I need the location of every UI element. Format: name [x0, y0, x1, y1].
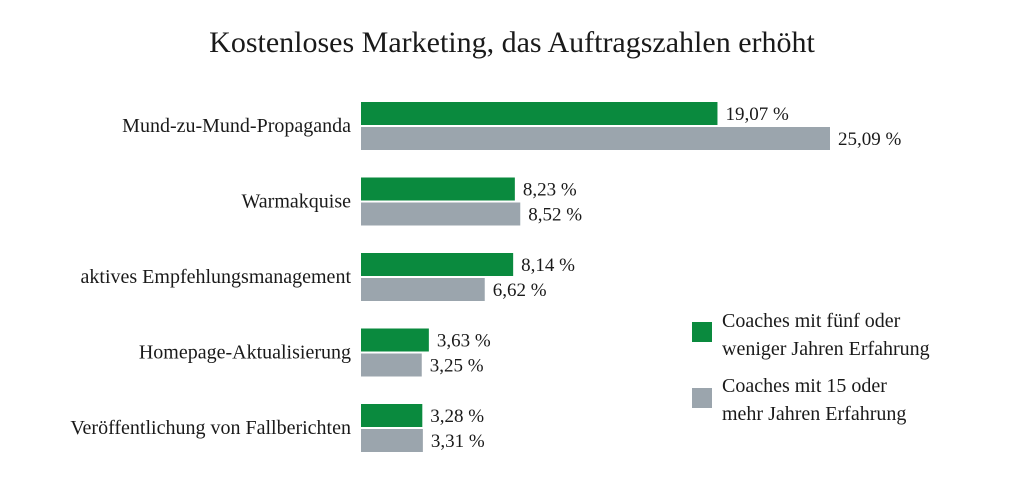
- legend-swatch: [692, 322, 712, 342]
- category-label: Veröffentlichung von Fallberichten: [70, 417, 351, 439]
- value-label: 8,23 %: [523, 180, 577, 201]
- value-label: 3,31 %: [431, 431, 485, 452]
- legend: Coaches mit fünf oder weniger Jahren Erfa…: [692, 310, 930, 425]
- category-label: Warmakquise: [242, 191, 352, 213]
- chart-title: Kostenloses Marketing, das Auftragszahle…: [209, 26, 815, 59]
- bar-junior: [361, 253, 514, 276]
- legend-label: weniger Jahren Erfahrung: [722, 338, 930, 360]
- legend-label: Coaches mit 15 oder: [722, 375, 887, 397]
- legend-label: mehr Jahren Erfahrung: [722, 403, 906, 425]
- bar-junior: [361, 102, 718, 125]
- category-label: aktives Empfehlungsmanagement: [81, 266, 352, 288]
- value-label: 8,52 %: [528, 205, 582, 226]
- bar-senior: [361, 127, 830, 150]
- value-label: 3,28 %: [430, 406, 484, 427]
- value-label: 25,09 %: [838, 129, 902, 150]
- bar-senior: [361, 202, 521, 226]
- bar-junior: [361, 404, 423, 427]
- value-label: 19,07 %: [725, 104, 789, 125]
- bars-group: [361, 102, 830, 452]
- bar-junior: [361, 177, 515, 201]
- category-label: Mund-zu-Mund-Propaganda: [122, 115, 351, 137]
- bar-junior: [361, 328, 429, 352]
- bar-senior: [361, 278, 485, 301]
- bar-senior: [361, 429, 423, 452]
- bar-senior: [361, 353, 422, 377]
- category-labels: Mund-zu-Mund-Propaganda Warmakquise aktive…: [70, 115, 351, 439]
- value-label: 6,62 %: [493, 280, 547, 301]
- value-label: 8,14 %: [521, 255, 575, 276]
- value-label: 3,25 %: [430, 356, 484, 377]
- category-label: Homepage-Aktualisierung: [139, 342, 351, 364]
- value-labels: 19,07 % 25,09 % 8,23 % 8,52 % 8,14 % 6,62 % 3,…: [430, 104, 902, 452]
- legend-label: Coaches mit fünf oder: [722, 310, 901, 332]
- value-label: 3,63 %: [437, 331, 491, 352]
- legend-swatch: [692, 388, 712, 408]
